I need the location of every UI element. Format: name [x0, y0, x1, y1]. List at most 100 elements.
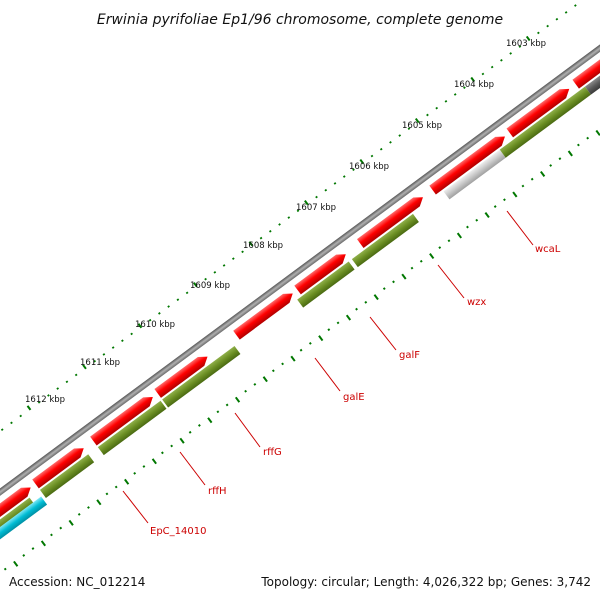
inner-tick	[327, 328, 331, 332]
outer-tick	[148, 318, 152, 322]
outer-tick	[130, 332, 133, 336]
outer-tick	[426, 113, 429, 117]
gene-label: rffG	[263, 447, 282, 458]
outer-tick	[74, 373, 78, 377]
gene-leader-line	[369, 316, 397, 351]
outer-tick	[574, 4, 577, 7]
outer-tick	[37, 400, 41, 404]
outer-tick	[304, 200, 309, 206]
forward-cds-arrow	[572, 59, 600, 89]
inner-tick	[225, 403, 229, 407]
outer-tick	[56, 387, 60, 390]
outer-tick	[333, 182, 337, 185]
inner-tick	[373, 294, 379, 301]
inner-tick	[22, 554, 26, 557]
gene-label: galE	[343, 392, 365, 403]
inner-tick	[59, 526, 63, 530]
reverse-cds-box	[351, 213, 419, 268]
inner-tick	[530, 177, 534, 181]
inner-tick	[336, 321, 340, 325]
inner-tick	[484, 212, 490, 219]
inner-tick	[419, 259, 423, 263]
gene-label-layer: wcaL wzx galF galE rffG rffH EpC_14010	[122, 210, 561, 537]
outer-tick	[414, 117, 420, 124]
outer-tick	[93, 359, 96, 363]
outer-tick	[537, 31, 540, 35]
outer-tick	[352, 168, 355, 172]
inner-tick	[188, 430, 192, 434]
kbp-label: 1611 kbp	[80, 358, 120, 368]
light-gray-feature	[443, 149, 506, 200]
outer-tick	[137, 323, 143, 329]
outer-tick	[121, 339, 124, 343]
inner-tick	[290, 355, 296, 362]
kbp-label: 1607 kbp	[296, 203, 336, 213]
inner-tick	[308, 341, 312, 345]
inner-tick	[234, 396, 241, 403]
gene-label: rffH	[208, 486, 227, 497]
outer-tick	[47, 394, 50, 397]
inner-tick	[401, 273, 407, 280]
outer-tick	[389, 141, 392, 144]
outer-tick	[241, 250, 244, 254]
inner-tick	[207, 417, 213, 424]
gene-label: wcaL	[535, 244, 561, 255]
outer-tick	[213, 271, 217, 274]
outer-tick	[0, 428, 4, 431]
outer-tick	[490, 65, 494, 69]
outer-tick	[444, 99, 448, 103]
inner-tick	[244, 389, 248, 393]
inner-tick	[503, 198, 506, 202]
inner-tick	[68, 519, 74, 526]
inner-tick	[438, 246, 442, 249]
genome-summary-text: Topology: circular; Length: 4,026,322 bp…	[260, 575, 591, 589]
outer-tick	[407, 127, 411, 130]
inner-tick	[429, 253, 435, 260]
outer-tick	[102, 353, 106, 356]
outer-tick	[278, 223, 281, 226]
outer-tick	[398, 134, 402, 137]
inner-tick	[179, 437, 185, 444]
gene-leader-line	[234, 412, 261, 448]
inner-tick	[355, 307, 358, 311]
inner-tick	[77, 512, 81, 516]
outer-tick	[231, 257, 235, 260]
outer-tick	[564, 11, 568, 14]
inner-tick	[512, 191, 518, 198]
forward-cds-arrow	[233, 293, 293, 340]
gene-label: wzx	[467, 297, 486, 308]
outer-tick	[509, 52, 512, 55]
forward-cds-arrow	[0, 487, 31, 520]
inner-tick	[475, 218, 479, 222]
gene-label: galF	[399, 350, 420, 361]
outer-tick	[176, 298, 180, 302]
reverse-cds-box	[499, 86, 591, 158]
accession-text: Accession: NC_012214	[9, 575, 145, 589]
reverse-cds-box	[97, 400, 167, 456]
map-title: Erwinia pyrifoliae Ep1/96 chromosome, co…	[97, 12, 503, 28]
inner-tick	[253, 383, 257, 386]
inner-tick	[87, 506, 90, 509]
inner-tick	[124, 478, 130, 485]
inner-tick	[466, 225, 469, 229]
outer-tick	[259, 236, 263, 240]
kbp-ruler-labels: 1603 kbp 1604 kbp 1605 kbp 1606 kbp 1607 kbp…	[25, 39, 546, 405]
outer-tick	[296, 209, 300, 213]
outer-tick	[500, 58, 503, 62]
inner-tick	[151, 458, 157, 465]
inner-tick	[549, 164, 553, 167]
inner-tick	[13, 560, 19, 567]
outer-tick	[19, 414, 23, 418]
outer-tick	[185, 291, 189, 295]
inner-tick	[595, 129, 600, 136]
inner-tick	[271, 369, 275, 373]
sequence-backbone	[0, 34, 600, 527]
gene-leader-line	[179, 451, 206, 486]
reverse-cds-box	[297, 261, 355, 308]
inner-tick	[318, 335, 324, 342]
inner-tick	[216, 410, 220, 414]
inner-tick	[521, 184, 525, 188]
outer-tick	[248, 241, 254, 247]
kbp-label: 1610 kbp	[135, 320, 175, 330]
